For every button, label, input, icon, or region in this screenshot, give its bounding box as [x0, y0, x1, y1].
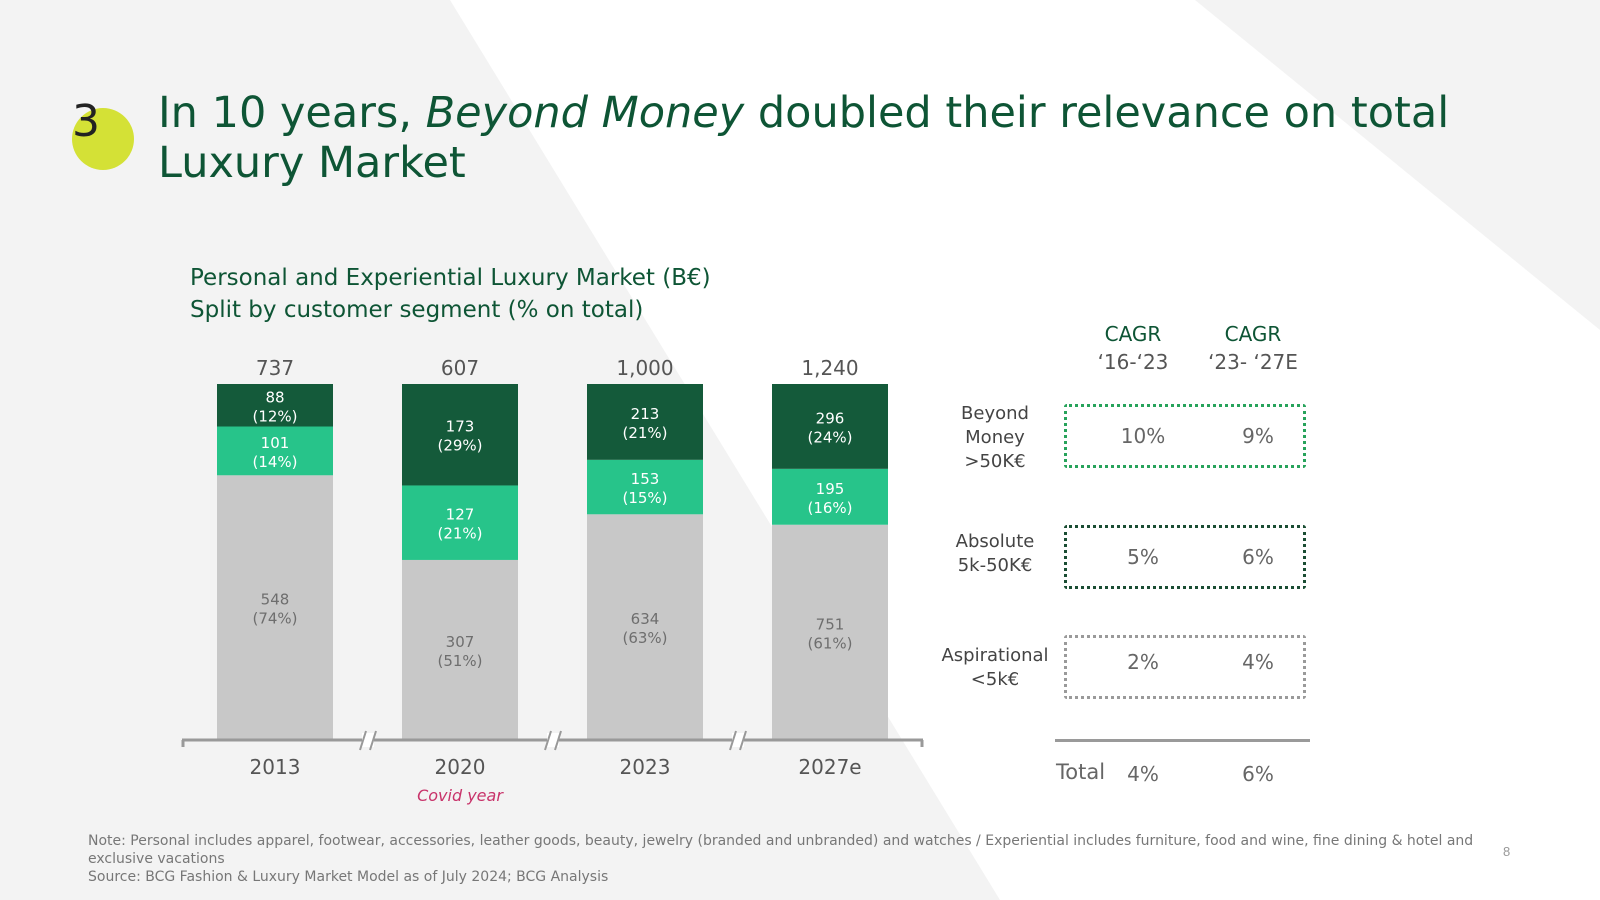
bar-share-label: (24%): [807, 428, 852, 446]
axis-break-mark: [729, 730, 737, 751]
chart-subtitle-line-1: Personal and Experiential Luxury Market …: [190, 265, 711, 291]
x-tick-label: 2027e: [798, 755, 861, 779]
bar-total-label: 1,000: [616, 356, 673, 380]
bar-value-label: 101: [261, 434, 290, 452]
segment-label-line: Absolute: [955, 531, 1035, 552]
bar-value-label: 88: [265, 388, 284, 406]
bar-segment: [772, 524, 888, 740]
bar-share-label: (61%): [807, 634, 852, 652]
segment-label-line: Beyond: [961, 403, 1029, 424]
bar-value-label: 307: [446, 633, 475, 651]
axis-break-mark: [739, 730, 747, 751]
slide-number-badge: [72, 108, 134, 170]
segment-label-beyond-money: Beyond Money >50K€: [930, 402, 1060, 474]
bar-value-label: 751: [816, 615, 845, 633]
title-italic: Beyond Money: [425, 88, 745, 138]
x-tick-label: 2023: [620, 755, 671, 779]
bar-total-label: 1,240: [801, 356, 858, 380]
bar-share-label: (21%): [622, 424, 667, 442]
cagr-beyond-money-23-27: 9%: [1242, 424, 1274, 448]
bar-share-label: (15%): [622, 489, 667, 507]
bar-total-label: 737: [256, 356, 294, 380]
bar-share-label: (21%): [437, 525, 482, 543]
cagr-box-absolute: [1064, 525, 1306, 589]
segment-label-line: <5k€: [970, 669, 1020, 690]
bar-value-label: 127: [446, 506, 475, 524]
footnote: Note: Personal includes apparel, footwea…: [88, 832, 1498, 886]
cagr-header-years: ‘16-‘23: [1097, 350, 1169, 374]
bar-share-label: (12%): [252, 407, 297, 425]
covid-year-note: Covid year: [417, 786, 503, 805]
cagr-absolute-23-27: 6%: [1242, 545, 1274, 569]
page-number: 8: [1503, 844, 1511, 859]
footnote-source: Source: BCG Fashion & Luxury Market Mode…: [88, 869, 609, 885]
bar-total-label: 607: [441, 356, 479, 380]
chart-subtitle: Personal and Experiential Luxury Market …: [190, 262, 711, 326]
cagr-header-label: CAGR: [1104, 322, 1162, 346]
bar-value-label: 213: [631, 405, 660, 423]
bar-share-label: (29%): [437, 437, 482, 455]
bar-value-label: 173: [446, 418, 475, 436]
cagr-header-years: ‘23- ‘27E: [1208, 350, 1298, 374]
bar-segment: [402, 485, 518, 560]
x-tick-label: 2013: [250, 755, 301, 779]
bar-value-label: 634: [631, 610, 660, 628]
chart-subtitle-line-2: Split by customer segment (% on total): [190, 297, 644, 323]
bar-segment: [587, 384, 703, 460]
bar-value-label: 195: [816, 480, 845, 498]
cagr-beyond-money-16-23: 10%: [1120, 424, 1166, 448]
bar-segment: [772, 384, 888, 469]
x-tick-label: 2020: [435, 755, 486, 779]
bar-share-label: (63%): [622, 629, 667, 647]
segment-label-aspirational: Aspirational <5k€: [930, 644, 1060, 692]
bar-value-label: 548: [261, 591, 290, 609]
cagr-header-label: CAGR: [1224, 322, 1282, 346]
bar-share-label: (16%): [807, 499, 852, 517]
bar-share-label: (14%): [252, 453, 297, 471]
cagr-header-23-27: CAGR ‘23- ‘27E: [1193, 320, 1313, 376]
page-title: In 10 years, Beyond Money doubled their …: [158, 88, 1558, 188]
axis-break-mark: [359, 730, 367, 751]
title-part-2: doubled their relevance on total Luxury …: [158, 88, 1450, 188]
bar-segment: [772, 468, 888, 525]
cagr-box-beyond-money: [1064, 404, 1306, 468]
bar-segment: [587, 459, 703, 515]
bar-share-label: (74%): [252, 610, 297, 628]
bar-value-label: 296: [816, 409, 845, 427]
segment-label-line: >50K€: [964, 451, 1026, 472]
segment-label-line: Money: [965, 427, 1025, 448]
cagr-total-16-23: 4%: [1127, 762, 1159, 786]
bar-segment: [587, 514, 703, 740]
bar-segment: [402, 559, 518, 740]
cagr-absolute-16-23: 5%: [1127, 545, 1159, 569]
cagr-box-aspirational: [1064, 635, 1306, 699]
segment-label-absolute: Absolute 5k-50K€: [930, 530, 1060, 578]
cagr-total-23-27: 6%: [1242, 762, 1274, 786]
axis-break-mark: [544, 730, 552, 751]
segment-label-line: 5k-50K€: [957, 555, 1033, 576]
segment-label-line: Aspirational: [941, 645, 1049, 666]
bar-share-label: (51%): [437, 652, 482, 670]
cagr-aspirational-16-23: 2%: [1127, 650, 1159, 674]
axis-break-mark: [369, 730, 377, 751]
cagr-aspirational-23-27: 4%: [1242, 650, 1274, 674]
axis-break-mark: [554, 730, 562, 751]
cagr-header-16-23: CAGR ‘16-‘23: [1073, 320, 1193, 376]
bar-value-label: 153: [631, 470, 660, 488]
bar-segment: [217, 475, 333, 740]
slide-number: 3: [72, 96, 100, 147]
bar-segment: [402, 384, 518, 486]
footnote-note: Note: Personal includes apparel, footwea…: [88, 833, 1474, 867]
total-divider: [1055, 739, 1310, 742]
title-part-1: In 10 years,: [158, 88, 426, 138]
total-label: Total: [1056, 760, 1106, 784]
bar-segment: [217, 384, 333, 427]
bar-segment: [217, 426, 333, 476]
